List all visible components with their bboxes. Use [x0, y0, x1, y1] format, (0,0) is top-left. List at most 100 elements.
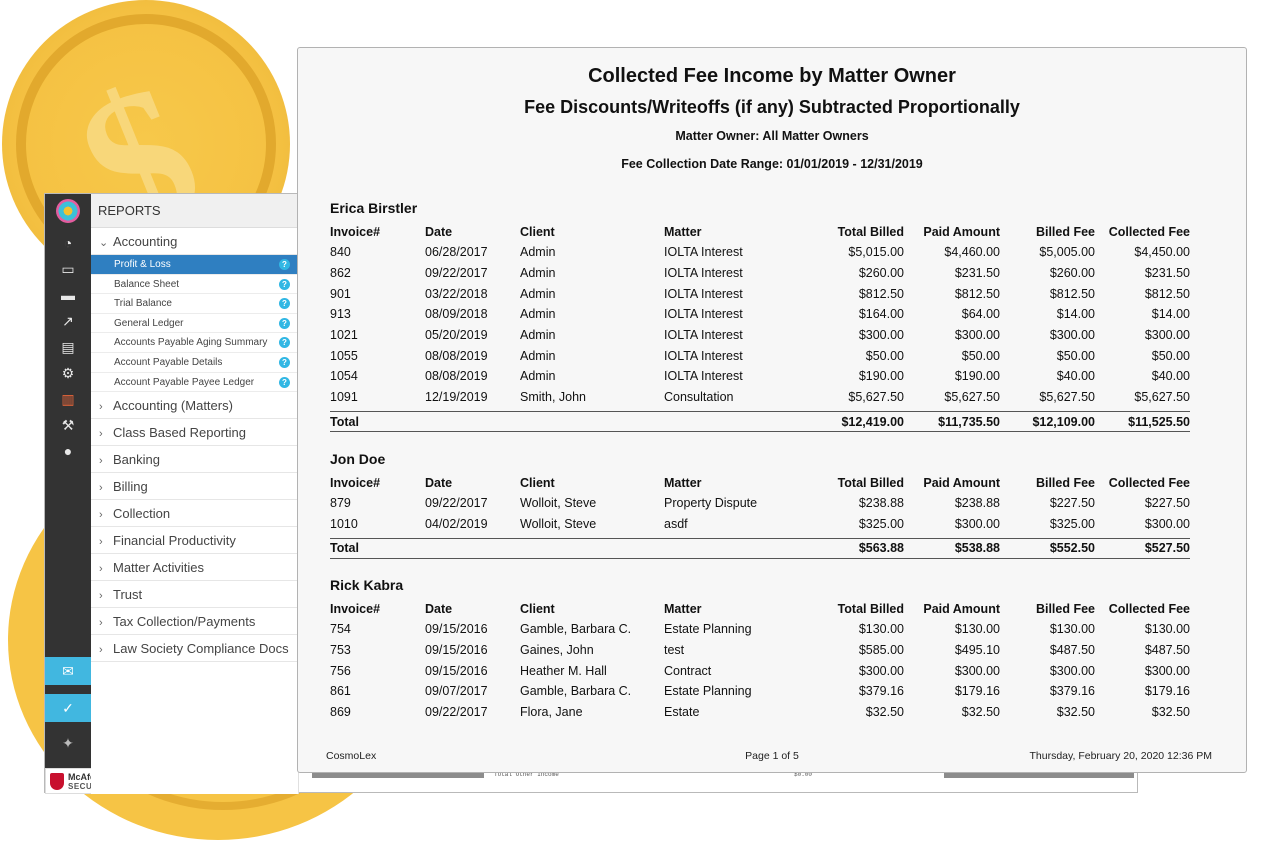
sidebar-category[interactable]: › Accounting (Matters) — [91, 392, 298, 420]
sidebar-header: REPORTS — [91, 194, 298, 228]
chart-line-icon[interactable]: ↗ — [62, 313, 74, 329]
table-cell: 04/02/2019 — [425, 517, 488, 532]
footer-page-number: Page 1 of 5 — [745, 750, 799, 762]
help-icon[interactable]: ? — [279, 376, 290, 388]
table-cell: $50.00 — [865, 348, 904, 363]
owner-invoice-table: Invoice# Date Client Matter Total Billed Paid… — [330, 472, 1190, 559]
sidebar-category[interactable]: › Banking — [91, 446, 298, 474]
help-icon[interactable]: ? — [279, 278, 290, 290]
reports-bar-chart-icon[interactable]: ▥ — [61, 391, 75, 407]
table-cell: 1054 — [330, 369, 358, 384]
table-cell: 1021 — [330, 328, 358, 343]
table-cell: $812.50 — [1144, 286, 1190, 301]
help-icon[interactable]: ? — [279, 298, 290, 310]
table-cell: 913 — [330, 307, 351, 322]
table-row: 754 09/15/2016 Gamble, Barbara C. Estate Pl… — [330, 619, 1190, 640]
table-row: 901 03/22/2018 Admin IOLTA Interest $812.50 $… — [330, 283, 1190, 304]
table-cell: $300.00 — [1144, 663, 1190, 678]
total-row: Total $563.88 $538.88 $552.50 $527.50 — [330, 537, 1190, 559]
report-item-label: Profit & Loss — [114, 259, 171, 270]
help-icon[interactable]: ? — [279, 317, 290, 329]
sidebar-report-item[interactable]: Accounts Payable Aging Summary? — [91, 333, 298, 353]
table-cell: $379.16 — [1049, 684, 1095, 699]
sidebar-category[interactable]: › Trust — [91, 581, 298, 609]
table-cell: $300.00 — [954, 663, 1000, 678]
chat-button[interactable]: ✉ — [45, 657, 91, 685]
sidebar-category[interactable]: › Tax Collection/Payments — [91, 608, 298, 636]
chevron-right-icon: › — [99, 617, 103, 630]
table-cell: $300.00 — [954, 328, 1000, 343]
book-icon[interactable]: ▤ — [61, 339, 75, 355]
help-icon[interactable]: ? — [279, 337, 290, 349]
total-cell: $11,525.50 — [1095, 411, 1190, 432]
table-cell: 08/09/2018 — [425, 307, 488, 322]
sidebar-report-item[interactable]: Account Payable Details? — [91, 353, 298, 373]
sidebar-category[interactable]: › Matter Activities — [91, 554, 298, 582]
chevron-right-icon: › — [99, 536, 103, 549]
table-cell: Admin — [520, 245, 556, 260]
help-icon[interactable]: ? — [279, 259, 290, 270]
badge-subtext: SECURE — [68, 782, 105, 791]
table-header-row: Invoice# Date Client Matter Total Billed Paid… — [330, 598, 1190, 619]
folder-icon[interactable]: ▭ — [61, 261, 75, 277]
feedback-button[interactable]: ✓ — [45, 694, 91, 722]
table-cell: Gamble, Barbara C. — [520, 622, 632, 637]
sidebar-category[interactable]: › Collection — [91, 500, 298, 528]
pin-icon[interactable]: ✦ — [62, 735, 74, 751]
category-label: Billing — [113, 479, 148, 495]
help-icon[interactable]: ? — [279, 356, 290, 368]
sidebar-category[interactable]: › Class Based Reporting — [91, 419, 298, 447]
sidebar-category[interactable]: › Billing — [91, 473, 298, 501]
gears-icon[interactable]: ⚙ — [61, 365, 75, 381]
table-cell: $190.00 — [954, 369, 1000, 384]
sidebar-report-item[interactable]: Account Payable Payee Ledger? — [91, 373, 298, 393]
column-header: Total Billed — [837, 224, 904, 239]
table-cell: $190.00 — [858, 369, 904, 384]
sidebar-report-item[interactable]: Trial Balance? — [91, 294, 298, 314]
table-cell: $14.00 — [1151, 307, 1190, 322]
sidebar-report-item[interactable]: Balance Sheet? — [91, 275, 298, 295]
sidebar-category[interactable]: › Financial Productivity — [91, 527, 298, 555]
column-header: Date — [425, 601, 453, 616]
table-cell: $300.00 — [1049, 328, 1095, 343]
table-header-row: Invoice# Date Client Matter Total Billed Paid… — [330, 472, 1190, 493]
sidebar-category[interactable]: › Law Society Compliance Docs — [91, 635, 298, 663]
column-header: Date — [425, 224, 453, 239]
report-item-label: Balance Sheet — [114, 278, 180, 290]
table-row: 756 09/15/2016 Heather M. Hall Contract $300… — [330, 660, 1190, 681]
badge-text: McAfee — [68, 772, 101, 782]
total-cell: $11,735.50 — [904, 411, 1000, 432]
table-cell: $495.10 — [954, 643, 1000, 658]
category-accounting[interactable]: ⌄ Accounting — [91, 228, 298, 255]
column-header: Collected Fee — [1108, 224, 1190, 239]
table-cell: 12/19/2019 — [425, 390, 488, 405]
table-cell: $14.00 — [1056, 307, 1095, 322]
reports-sidebar: REPORTS ⌄ Accounting Profit & Loss? Balanc… — [91, 194, 299, 794]
table-cell: Estate Planning — [664, 684, 752, 699]
sidebar-report-item[interactable]: Profit & Loss? — [91, 255, 298, 275]
user-icon[interactable]: ● — [63, 443, 73, 459]
table-cell: 1091 — [330, 390, 358, 405]
total-label: Total — [330, 411, 800, 432]
column-header: Total Billed — [837, 475, 904, 490]
app-logo-icon[interactable] — [56, 199, 80, 223]
table-cell: Estate Planning — [664, 622, 752, 637]
chat-icon: ✉ — [62, 663, 74, 679]
chevron-right-icon: › — [99, 590, 103, 603]
table-cell: $4,460.00 — [944, 245, 1000, 260]
chevron-down-icon: ⌄ — [99, 237, 109, 249]
column-header: Client — [520, 475, 555, 490]
table-cell: 09/15/2016 — [425, 663, 488, 678]
sidebar-report-item[interactable]: General Ledger? — [91, 314, 298, 334]
mcafee-shield-icon — [50, 773, 64, 790]
table-cell: 05/20/2019 — [425, 328, 488, 343]
laptop-icon[interactable]: ▬ — [61, 287, 75, 303]
table-cell: IOLTA Interest — [664, 348, 743, 363]
dashboard-icon[interactable]: ◔ — [63, 235, 73, 251]
column-header: Paid Amount — [923, 601, 1000, 616]
gavel-icon[interactable]: ⚒ — [61, 417, 75, 433]
table-cell: $585.00 — [858, 643, 904, 658]
column-header: Invoice# — [330, 475, 381, 490]
table-cell: 753 — [330, 643, 351, 658]
table-cell: $231.50 — [1144, 266, 1190, 281]
